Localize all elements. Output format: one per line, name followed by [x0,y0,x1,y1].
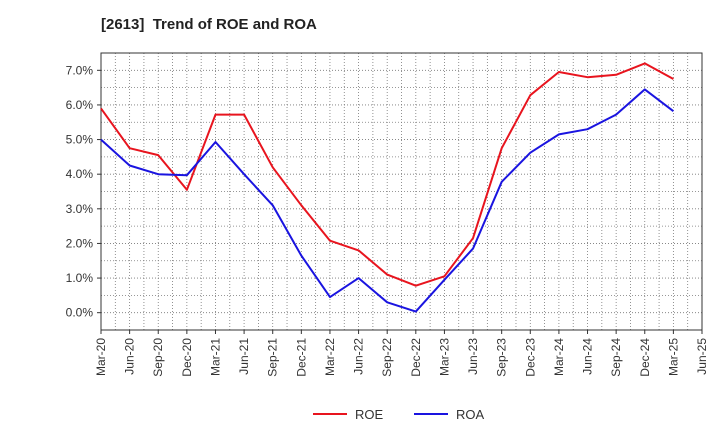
x-tick-label: Dec-22 [409,338,423,377]
y-tick-label: 2.0% [66,236,94,250]
y-tick-label: 1.0% [66,271,94,285]
x-tick-label: Mar-20 [94,338,108,376]
legend: ROE ROA [313,407,485,422]
legend-label-roe: ROE [355,407,384,422]
y-tick-label: 6.0% [66,98,94,112]
x-tick-label: Sep-24 [609,338,623,377]
x-tick-label: Jun-22 [352,338,366,375]
y-tick-label: 4.0% [66,167,94,181]
grid-layer [100,52,703,331]
plot-frame [100,52,703,331]
x-tick-label: Dec-21 [294,338,308,377]
x-tick-label: Mar-21 [208,338,222,376]
y-tick-label: 5.0% [66,133,94,147]
x-tick-label: Mar-25 [666,338,680,376]
x-tick-label: Sep-20 [151,338,165,377]
x-tick-label: Jun-20 [123,338,137,375]
x-tick-label: Mar-24 [552,338,566,376]
x-tick-label: Sep-21 [266,338,280,377]
axis-layer: 0.0% 1.0% 2.0% 3.0% 4.0% 5.0% 6.0% 7.0% Mar-20 Ju… [66,52,709,377]
x-tick-label: Jun-24 [581,338,595,375]
x-tick-label: Mar-22 [323,338,337,376]
legend-label-roa: ROA [456,407,485,422]
x-tick-label: Dec-23 [523,338,537,377]
x-tick-label: Jun-23 [466,338,480,375]
x-tick-label: Dec-20 [180,338,194,377]
x-tick-label: Jun-21 [237,338,251,375]
y-tick-label: 0.0% [66,306,94,320]
y-tick-label: 7.0% [66,63,94,77]
x-tick-label: Jun-25 [695,338,709,375]
chart-title: [2613] Trend of ROE and ROA [101,16,317,33]
x-tick-label: Mar-23 [437,338,451,376]
x-tick-label: Sep-22 [380,338,394,377]
series-layer [100,62,675,313]
x-tick-label: Dec-24 [638,338,652,377]
x-tick-label: Sep-23 [495,338,509,377]
y-tick-label: 3.0% [66,202,94,216]
